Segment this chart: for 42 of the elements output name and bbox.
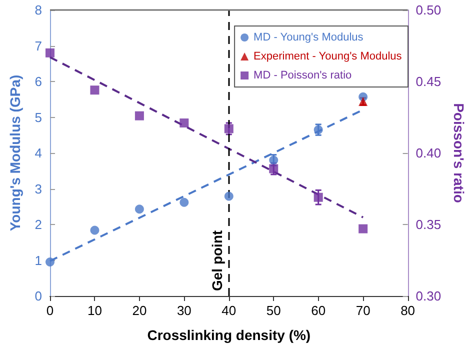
y2-tick-label: 0.40 <box>416 146 442 160</box>
x-tick-label: 80 <box>400 303 416 318</box>
ref-line-label: Gel point <box>208 230 225 291</box>
y-tick-label: 5 <box>34 110 42 125</box>
y2-tick-label: 0.35 <box>416 217 442 232</box>
x-tick-label: 20 <box>132 303 147 318</box>
point <box>134 111 144 120</box>
x-tick-label: 50 <box>266 303 281 318</box>
point <box>314 192 323 202</box>
y-tick-label: 8 <box>34 2 42 18</box>
y-tick-label: 6 <box>34 74 42 89</box>
point <box>358 224 368 234</box>
x-tick-label: 40 <box>222 303 236 318</box>
legend-label: MD - Poisson's ratio <box>254 70 352 82</box>
y2-tick-label: 0.30 <box>416 288 442 304</box>
x-axis-title: Crosslinking density (%) <box>147 327 311 343</box>
y-axis-title: Young's Modulus (GPa) <box>7 74 23 232</box>
point <box>134 204 144 214</box>
point <box>180 198 189 207</box>
point <box>46 258 54 267</box>
y-tick-label: 7 <box>34 38 42 54</box>
y-tick-label: 3 <box>34 181 42 196</box>
point <box>224 124 234 134</box>
legend-label: MD - Young's Modulus <box>254 32 364 44</box>
y-tick-label: 2 <box>34 217 42 232</box>
y2-tick-label: 0.45 <box>416 74 442 89</box>
y2-tick-label: 0.50 <box>416 2 442 18</box>
x-tick-label: 0 <box>46 303 54 318</box>
x-tick-label: 30 <box>176 303 192 318</box>
y2-axis-title: Poisson's ratio <box>451 103 467 203</box>
point <box>180 118 189 128</box>
x-tick-label: 60 <box>311 303 326 318</box>
x-tick-label: 10 <box>87 303 102 318</box>
point <box>90 86 100 95</box>
y-tick-label: 1 <box>34 252 42 268</box>
legend-label: Experiment - Young's Modulus <box>254 50 402 62</box>
y-tick-label: 4 <box>34 146 42 160</box>
y-tick-label: 0 <box>34 288 42 304</box>
x-tick-label: 70 <box>356 303 370 318</box>
point <box>46 48 54 58</box>
point <box>90 226 100 235</box>
point <box>224 192 234 201</box>
